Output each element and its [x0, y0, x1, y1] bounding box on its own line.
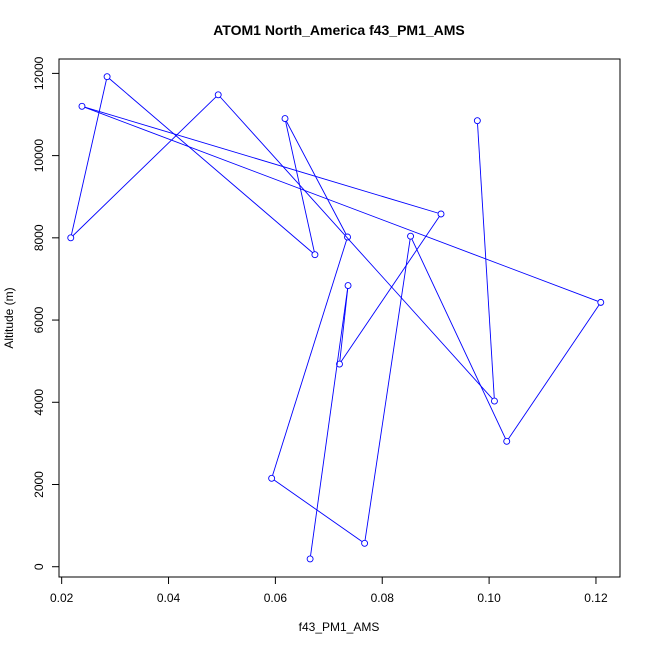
- series-segment: [70, 79, 107, 236]
- x-tick-label: 0.02: [50, 591, 74, 605]
- series-segment: [84, 106, 599, 302]
- series-segment: [84, 106, 439, 214]
- data-point: [437, 210, 445, 218]
- data-point: [268, 474, 276, 482]
- data-point: [78, 102, 86, 110]
- data-point: [311, 251, 319, 259]
- series-segment: [219, 96, 493, 400]
- series-segment: [272, 239, 348, 476]
- x-tick-label: 0.08: [371, 591, 395, 605]
- series-segment: [364, 239, 411, 541]
- y-axis: 0 2000 4000 6000 8000 10000 12000: [32, 56, 60, 570]
- y-tick-label: 10000: [32, 139, 46, 173]
- x-tick-label: 0.06: [264, 591, 288, 605]
- data-point: [336, 360, 343, 368]
- series-segment: [340, 216, 440, 362]
- data-point: [103, 73, 111, 81]
- data-point: [503, 437, 511, 445]
- data-point: [344, 233, 351, 241]
- series-segment: [72, 96, 217, 237]
- data-point: [473, 117, 481, 125]
- data-point: [597, 298, 605, 306]
- x-tick-label: 0.04: [157, 591, 181, 605]
- x-axis-label: f43_PM1_AMS: [299, 620, 380, 634]
- y-tick-label: 2000: [32, 471, 46, 498]
- y-axis-label: Altitude (m): [2, 287, 16, 348]
- data-point: [306, 555, 314, 563]
- series-segment: [411, 238, 506, 439]
- data-point: [361, 539, 369, 547]
- data-point: [67, 234, 75, 242]
- y-tick-label: 6000: [32, 306, 46, 333]
- x-tick-label: 0.12: [584, 591, 608, 605]
- series-segment: [109, 78, 313, 254]
- data-point: [344, 282, 352, 289]
- plot-frame: [58, 58, 621, 578]
- series-segment: [508, 304, 600, 440]
- data-point: [281, 115, 289, 123]
- series-segment: [310, 288, 349, 557]
- y-tick-label: 12000: [32, 56, 46, 90]
- x-tick-label: 0.10: [477, 591, 501, 605]
- series-segment: [286, 121, 347, 235]
- data-point: [407, 232, 415, 240]
- x-axis: 0.02 0.04 0.06 0.08 0.10 0.12: [50, 576, 608, 605]
- series-segment: [273, 479, 363, 542]
- data-point: [214, 91, 222, 99]
- y-tick-label: 0: [32, 563, 46, 570]
- y-tick-label: 8000: [32, 224, 46, 251]
- series-segment: [477, 123, 495, 399]
- y-tick-label: 4000: [32, 389, 46, 416]
- chart-title: ATOM1 North_America f43_PM1_AMS: [213, 22, 465, 38]
- series-segment: [285, 121, 315, 252]
- data-point: [490, 397, 498, 405]
- series-layer: [67, 73, 605, 563]
